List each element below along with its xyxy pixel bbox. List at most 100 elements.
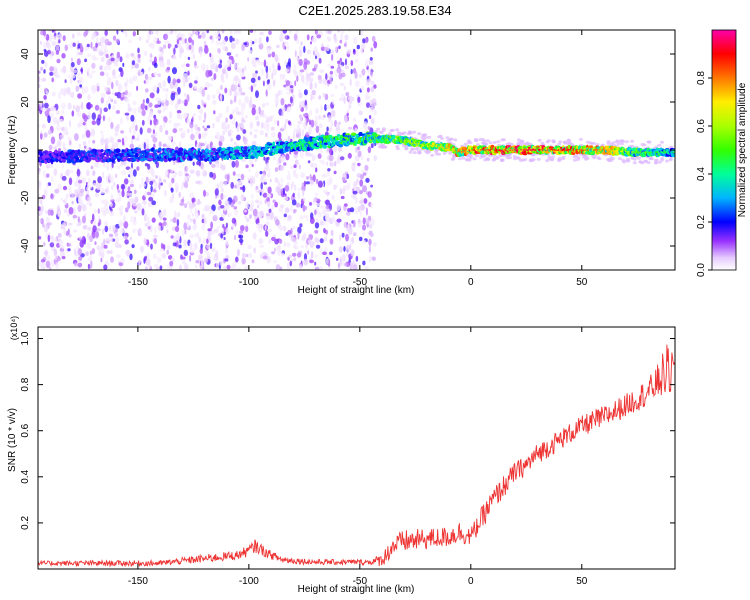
- spectrogram-speckle: [334, 84, 338, 89]
- spectrogram-speckle: [68, 139, 72, 146]
- spectrogram-speckle: [151, 170, 155, 178]
- spectrogram-ridge-cell: [160, 158, 164, 162]
- spectrogram-speckle: [186, 167, 189, 172]
- spectrogram-speckle: [114, 232, 119, 237]
- spectrogram-speckle: [179, 264, 182, 270]
- spectrogram-speckle: [349, 261, 354, 269]
- spectrogram-speckle: [231, 264, 236, 270]
- spectrogram-speckle: [172, 128, 178, 134]
- spectrogram-speckle: [61, 163, 65, 169]
- spectrogram-speckle: [47, 209, 51, 216]
- spectrogram-speckle: [353, 181, 357, 189]
- spectrogram-speckle: [115, 79, 119, 87]
- spectrogram-speckle: [204, 131, 208, 137]
- spectrogram-speckle: [108, 233, 114, 237]
- spectrogram-speckle: [215, 36, 220, 40]
- spectrogram-speckle: [188, 44, 192, 50]
- spectrogram-speckle: [298, 58, 303, 67]
- spectrogram-speckle: [44, 61, 48, 68]
- spectrogram-halo: [461, 156, 466, 160]
- spectrogram-speckle: [98, 246, 102, 254]
- spectrogram-speckle: [189, 242, 193, 251]
- spectrogram-speckle: [120, 130, 124, 134]
- spectrogram-speckle: [338, 45, 341, 50]
- spectrogram-speckle: [312, 162, 318, 169]
- spectrogram-speckle: [201, 213, 205, 219]
- spectrogram-speckle: [166, 249, 169, 255]
- spectrogram-speckle: [266, 162, 269, 170]
- spectrogram-speckle: [176, 109, 182, 114]
- spectrogram-speckle: [301, 235, 306, 242]
- spectrogram-halo: [442, 151, 447, 155]
- spectrogram-speckle: [91, 62, 96, 69]
- spectrogram-speckle: [49, 209, 54, 216]
- spectrogram-speckle: [192, 225, 196, 230]
- spectrogram-halo: [423, 136, 428, 140]
- spectrogram-speckle: [107, 64, 112, 71]
- spectrogram-speckle: [191, 116, 194, 123]
- spectrogram-speckle: [244, 209, 247, 213]
- spectrogram-speckle: [169, 265, 173, 270]
- spectrogram-speckle: [309, 179, 315, 186]
- spectrogram-speckle: [225, 46, 228, 52]
- spectrogram-speckle: [298, 46, 304, 51]
- spectrogram-speckle: [55, 74, 60, 78]
- spectrogram-speckle: [47, 222, 52, 226]
- spectrogram-speckle: [44, 249, 48, 258]
- spectrogram-speckle: [352, 232, 357, 237]
- spectrogram-speckle: [213, 110, 216, 115]
- spectrogram-speckle: [105, 72, 109, 77]
- spectrogram-speckle: [55, 71, 59, 76]
- spectrogram-speckle: [322, 251, 327, 256]
- spectrogram-speckle: [40, 132, 43, 140]
- spectrogram-speckle: [74, 189, 79, 196]
- spectrogram-speckle: [366, 87, 370, 93]
- spectrogram-speckle: [360, 43, 366, 50]
- spectrogram-speckle: [266, 116, 270, 124]
- spectrogram-speckle: [173, 47, 176, 55]
- spectrogram-speckle: [341, 30, 345, 35]
- spectrogram-speckle: [75, 85, 80, 92]
- spectrogram-speckle: [306, 49, 312, 55]
- spectrogram-speckle: [284, 35, 288, 40]
- spectrogram-speckle: [366, 102, 370, 108]
- spectrogram-halo: [445, 136, 450, 140]
- spectrogram-speckle: [190, 133, 195, 141]
- spectrogram-speckle: [297, 191, 301, 199]
- spectrogram-speckle: [73, 262, 78, 267]
- spectrogram-speckle: [82, 267, 85, 270]
- spectrogram-speckle: [286, 218, 292, 222]
- spectrogram-speckle: [357, 162, 361, 167]
- spectrogram-halo: [531, 158, 536, 162]
- spectrogram-speckle: [103, 107, 108, 112]
- spectrogram-speckle: [100, 188, 105, 194]
- spectrogram-speckle: [293, 164, 297, 168]
- spectrogram-speckle: [252, 41, 255, 45]
- spectrogram-speckle: [71, 200, 74, 205]
- spectrogram-halo: [591, 141, 596, 145]
- spectrogram-speckle: [147, 163, 151, 170]
- spectrogram-speckle: [232, 171, 236, 176]
- spectrogram-speckle: [147, 226, 151, 230]
- spectrogram-speckle: [82, 122, 86, 126]
- spectrogram-speckle: [159, 60, 163, 67]
- spectrogram-speckle: [136, 166, 140, 171]
- spectrogram-speckle: [227, 66, 232, 72]
- spectrogram-speckle: [124, 112, 130, 116]
- spectrogram-speckle: [51, 40, 57, 47]
- spectrogram-speckle: [131, 244, 135, 249]
- spectrogram-speckle: [331, 194, 336, 201]
- spectrogram-speckle: [104, 38, 110, 46]
- spectrogram-speckle: [251, 194, 254, 200]
- spectrogram-speckle: [325, 229, 328, 235]
- spectrogram-speckle: [155, 175, 158, 179]
- spectrogram-speckle: [299, 104, 302, 110]
- spectrogram-speckle: [178, 112, 181, 117]
- spectrogram-speckle: [152, 85, 158, 93]
- spectrogram-speckle: [325, 258, 329, 265]
- spectrogram-speckle: [48, 266, 52, 270]
- spectrogram-speckle: [297, 187, 301, 191]
- spectrogram-speckle: [343, 85, 346, 91]
- spectrogram-speckle: [178, 32, 182, 38]
- spectrogram-speckle: [111, 185, 114, 190]
